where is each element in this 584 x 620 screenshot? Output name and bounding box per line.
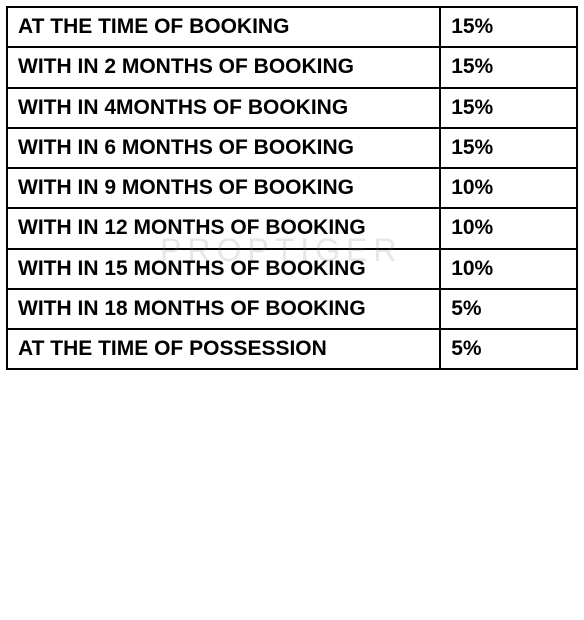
description-cell: WITH IN 4MONTHS OF BOOKING xyxy=(7,88,440,128)
description-cell: WITH IN 6 MONTHS OF BOOKING xyxy=(7,128,440,168)
description-cell: WITH IN 15 MONTHS OF BOOKING xyxy=(7,249,440,289)
description-cell: WITH IN 12 MONTHS OF BOOKING xyxy=(7,208,440,248)
percentage-cell: 10% xyxy=(440,168,577,208)
table-row: AT THE TIME OF POSSESSION 5% xyxy=(7,329,577,369)
payment-schedule-table: AT THE TIME OF BOOKING 15% WITH IN 2 MON… xyxy=(6,6,578,370)
description-cell: WITH IN 18 MONTHS OF BOOKING xyxy=(7,289,440,329)
table-row: WITH IN 6 MONTHS OF BOOKING 15% xyxy=(7,128,577,168)
table-body: AT THE TIME OF BOOKING 15% WITH IN 2 MON… xyxy=(7,7,577,369)
percentage-cell: 5% xyxy=(440,289,577,329)
percentage-cell: 10% xyxy=(440,208,577,248)
table-row: WITH IN 4MONTHS OF BOOKING 15% xyxy=(7,88,577,128)
table-row: AT THE TIME OF BOOKING 15% xyxy=(7,7,577,47)
table-row: WITH IN 12 MONTHS OF BOOKING 10% xyxy=(7,208,577,248)
description-cell: WITH IN 9 MONTHS OF BOOKING xyxy=(7,168,440,208)
table-row: WITH IN 15 MONTHS OF BOOKING 10% xyxy=(7,249,577,289)
description-cell: AT THE TIME OF POSSESSION xyxy=(7,329,440,369)
table-row: WITH IN 2 MONTHS OF BOOKING 15% xyxy=(7,47,577,87)
description-cell: WITH IN 2 MONTHS OF BOOKING xyxy=(7,47,440,87)
percentage-cell: 15% xyxy=(440,128,577,168)
percentage-cell: 15% xyxy=(440,7,577,47)
table-row: WITH IN 18 MONTHS OF BOOKING 5% xyxy=(7,289,577,329)
description-cell: AT THE TIME OF BOOKING xyxy=(7,7,440,47)
percentage-cell: 10% xyxy=(440,249,577,289)
percentage-cell: 15% xyxy=(440,88,577,128)
percentage-cell: 15% xyxy=(440,47,577,87)
percentage-cell: 5% xyxy=(440,329,577,369)
table-row: WITH IN 9 MONTHS OF BOOKING 10% xyxy=(7,168,577,208)
